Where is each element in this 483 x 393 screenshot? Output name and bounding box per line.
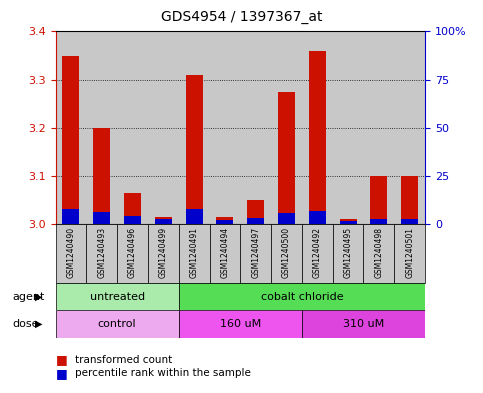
Bar [370,176,387,224]
Bar [216,220,233,224]
Bar [56,31,86,224]
Bar [394,31,425,224]
Bar [278,213,295,224]
Text: cobalt chloride: cobalt chloride [260,292,343,302]
Bar [309,51,326,224]
Bar [216,217,233,224]
Text: GSM1240490: GSM1240490 [67,227,75,278]
Bar [247,218,264,224]
FancyBboxPatch shape [56,224,86,283]
Bar [302,31,333,224]
Bar [340,219,356,224]
FancyBboxPatch shape [364,224,394,283]
Text: GSM1240501: GSM1240501 [405,227,414,278]
FancyBboxPatch shape [56,283,179,310]
Bar [278,92,295,224]
Bar [148,31,179,224]
Bar [309,211,326,224]
Text: GSM1240500: GSM1240500 [282,227,291,278]
Text: GSM1240495: GSM1240495 [343,227,353,278]
FancyBboxPatch shape [210,224,240,283]
FancyBboxPatch shape [333,224,364,283]
Bar [124,216,141,224]
Text: ■: ■ [56,353,67,366]
Bar [271,31,302,224]
FancyBboxPatch shape [179,283,425,310]
Text: dose: dose [12,319,39,329]
FancyBboxPatch shape [302,310,425,338]
Text: untreated: untreated [89,292,145,302]
Text: GSM1240493: GSM1240493 [97,227,106,278]
Text: GSM1240491: GSM1240491 [190,227,199,278]
Bar [333,31,364,224]
FancyBboxPatch shape [117,224,148,283]
Bar [185,75,202,224]
Text: GDS4954 / 1397367_at: GDS4954 / 1397367_at [161,10,322,24]
Text: GSM1240492: GSM1240492 [313,227,322,278]
Text: transformed count: transformed count [75,354,172,365]
Bar [62,55,79,224]
Bar [62,209,79,224]
Bar [155,219,172,224]
Bar [124,193,141,224]
FancyBboxPatch shape [394,224,425,283]
Text: control: control [98,319,136,329]
Bar [401,219,418,224]
FancyBboxPatch shape [179,224,210,283]
Bar [93,213,110,224]
Text: 160 uM: 160 uM [220,319,261,329]
FancyBboxPatch shape [302,224,333,283]
Text: ■: ■ [56,367,67,380]
Bar [401,176,418,224]
Bar [93,128,110,224]
Bar [247,200,264,224]
Bar [340,221,356,224]
Text: ▶: ▶ [35,319,43,329]
Bar [86,31,117,224]
Bar [179,31,210,224]
Text: GSM1240496: GSM1240496 [128,227,137,278]
Text: GSM1240499: GSM1240499 [159,227,168,278]
Bar [370,219,387,224]
FancyBboxPatch shape [148,224,179,283]
Text: percentile rank within the sample: percentile rank within the sample [75,368,251,378]
Bar [364,31,394,224]
FancyBboxPatch shape [86,224,117,283]
FancyBboxPatch shape [56,310,179,338]
Bar [185,209,202,224]
Bar [240,31,271,224]
FancyBboxPatch shape [271,224,302,283]
Bar [117,31,148,224]
Bar [155,217,172,224]
Text: GSM1240497: GSM1240497 [251,227,260,278]
FancyBboxPatch shape [179,310,302,338]
Text: GSM1240498: GSM1240498 [374,227,384,278]
Bar [210,31,240,224]
FancyBboxPatch shape [240,224,271,283]
Text: 310 uM: 310 uM [343,319,384,329]
Text: GSM1240494: GSM1240494 [220,227,229,278]
Text: ▶: ▶ [35,292,43,302]
Text: agent: agent [12,292,44,302]
